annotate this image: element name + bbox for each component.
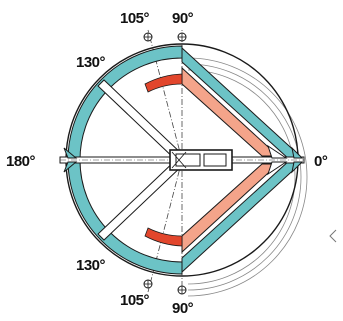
label-180: 180°	[6, 153, 36, 170]
arrow-right-upper	[267, 144, 288, 159]
arrow-right-lower	[267, 161, 288, 176]
label-90-bottom: 90°	[172, 300, 194, 317]
red-arc-upper	[144, 73, 183, 93]
arrow-left-upper	[63, 147, 78, 159]
salmon-band-upper	[181, 66, 280, 157]
label-0: 0°	[314, 153, 328, 170]
label-105-top: 105°	[120, 10, 150, 27]
marker-90-bottom	[177, 285, 187, 295]
marker-105-bottom	[143, 279, 153, 289]
label-105-bottom: 105°	[120, 292, 150, 309]
outer-arc-2	[187, 63, 302, 291]
arrow-right-outer-upper	[291, 146, 304, 159]
arrow-left-lower	[63, 161, 78, 173]
label-130-upper: 130°	[76, 54, 106, 71]
outer-arc-3	[187, 69, 296, 285]
marker-90-top	[177, 32, 187, 42]
teal-band-right-lower	[181, 159, 301, 274]
marker-105-top	[143, 32, 153, 42]
label-130-lower: 130°	[76, 257, 106, 274]
arrow-right-outer-lower	[291, 161, 304, 174]
salmon-band-lower	[181, 163, 280, 254]
outer-arc-1	[187, 57, 308, 297]
machine-body	[169, 149, 233, 171]
red-arc-lower	[144, 227, 183, 247]
label-90-top: 90°	[172, 10, 194, 27]
machine-cab	[175, 153, 201, 167]
machine-diagonal-2	[171, 151, 187, 169]
machine-engine	[203, 153, 227, 167]
chevron-mark	[329, 229, 337, 243]
outer-arcs	[187, 57, 308, 297]
